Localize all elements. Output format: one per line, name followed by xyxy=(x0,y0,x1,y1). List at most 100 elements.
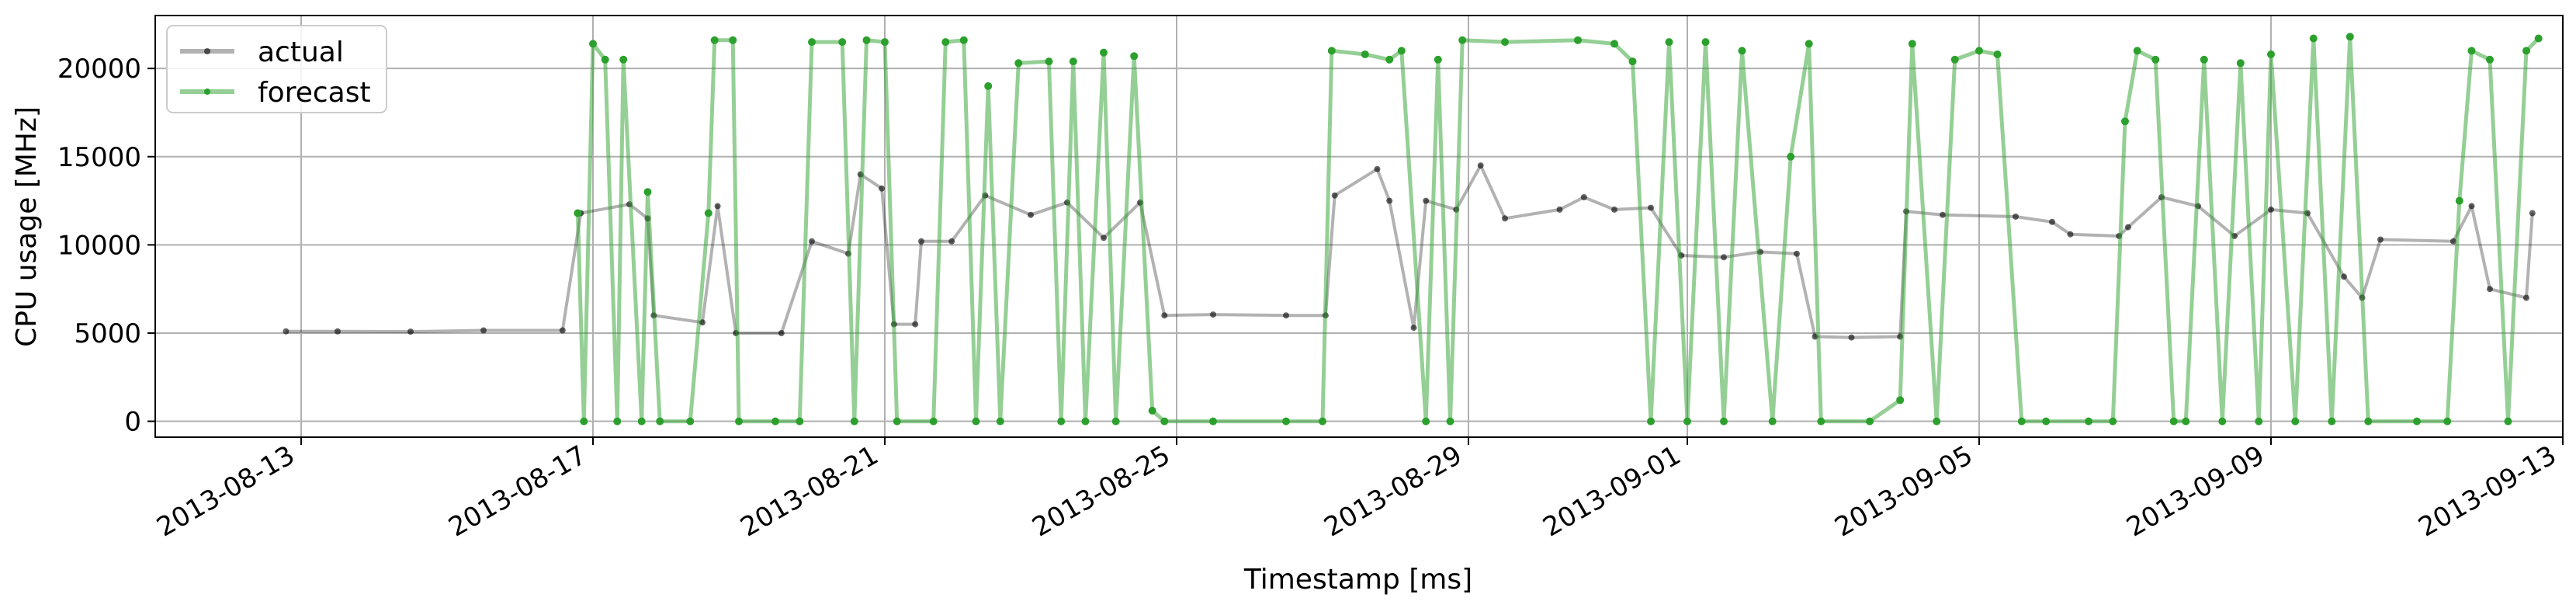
y-axis: 0 5000 10000 15000 20000 xyxy=(57,54,155,438)
data-point-actual xyxy=(948,238,955,245)
data-point-forecast xyxy=(2017,417,2026,426)
data-point-forecast xyxy=(2042,417,2051,426)
data-point-actual xyxy=(2450,238,2456,245)
data-point-forecast xyxy=(1738,47,1746,55)
data-point-forecast xyxy=(2467,47,2476,55)
data-point-actual xyxy=(1580,194,1587,200)
data-point-forecast xyxy=(2133,47,2141,55)
data-point-actual xyxy=(2049,218,2055,225)
data-point-forecast xyxy=(1014,59,1023,68)
data-point-forecast xyxy=(2236,59,2245,68)
data-point-actual xyxy=(1648,204,1654,211)
data-point-forecast xyxy=(1069,57,1077,66)
data-point-forecast xyxy=(1209,417,1217,426)
data-point-forecast xyxy=(2182,417,2190,426)
data-point-actual xyxy=(714,203,721,210)
data-point-actual xyxy=(2124,224,2131,231)
data-point-forecast xyxy=(729,36,737,44)
data-point-forecast xyxy=(2328,417,2336,426)
data-point-forecast xyxy=(637,417,646,426)
legend-label-actual: actual xyxy=(258,36,344,68)
data-point-forecast xyxy=(574,209,582,217)
data-point-forecast xyxy=(2267,50,2275,58)
data-point-forecast xyxy=(1081,417,1090,426)
data-point-forecast xyxy=(1701,38,1710,47)
data-point-forecast xyxy=(1993,50,2002,58)
data-point-actual xyxy=(1386,197,1393,204)
data-point-actual xyxy=(1423,197,1430,204)
data-point-forecast xyxy=(1130,52,1139,61)
data-point-forecast xyxy=(1057,417,1066,426)
data-point-actual xyxy=(1210,311,1216,318)
data-point-forecast xyxy=(1610,40,1618,48)
data-point-forecast xyxy=(972,417,980,426)
data-point-actual xyxy=(1848,334,1855,341)
plot-frame xyxy=(154,15,2564,438)
data-point-actual xyxy=(1477,162,1484,169)
data-point-forecast xyxy=(1975,47,1983,55)
data-point-forecast xyxy=(1282,417,1290,426)
data-point-forecast xyxy=(589,40,597,48)
data-point-forecast xyxy=(643,188,652,196)
data-point-actual xyxy=(809,238,815,245)
data-point-forecast xyxy=(1805,40,1813,48)
data-point-actual xyxy=(1028,211,1034,218)
data-point-actual xyxy=(1283,312,1289,319)
data-point-forecast xyxy=(601,55,609,64)
data-point-forecast xyxy=(686,417,695,426)
data-point-forecast xyxy=(2309,34,2318,43)
data-point-forecast xyxy=(2486,55,2494,64)
data-point-forecast xyxy=(1045,57,1053,66)
data-point-forecast xyxy=(808,38,816,47)
data-point-forecast xyxy=(996,417,1004,426)
plot-area xyxy=(155,16,2564,437)
legend-marker-forecast xyxy=(204,89,210,95)
data-point-forecast xyxy=(796,417,804,426)
data-point-forecast xyxy=(850,417,858,426)
data-point-forecast xyxy=(941,38,950,47)
data-point-forecast xyxy=(580,417,588,426)
data-point-forecast xyxy=(1397,47,1406,55)
data-point-forecast xyxy=(1100,48,1108,57)
data-point-forecast xyxy=(1950,55,1959,64)
data-point-forecast xyxy=(1665,38,1673,47)
data-point-forecast xyxy=(881,38,889,47)
data-point-forecast xyxy=(1434,55,1442,64)
y-tick-label: 0 xyxy=(124,407,141,438)
data-point-forecast xyxy=(704,209,712,217)
data-point-forecast xyxy=(984,82,993,90)
data-point-forecast xyxy=(2455,196,2463,205)
data-point-forecast xyxy=(2522,47,2530,55)
data-point-actual xyxy=(1556,206,1563,213)
data-point-forecast xyxy=(959,36,968,44)
data-point-actual xyxy=(2487,286,2493,293)
data-point-actual xyxy=(480,327,487,334)
data-point-forecast xyxy=(1683,417,1691,426)
data-point-forecast xyxy=(735,417,743,426)
legend: actual forecast xyxy=(166,25,387,113)
data-point-forecast xyxy=(1160,417,1169,426)
data-point-forecast xyxy=(1628,57,1637,66)
data-point-forecast xyxy=(2121,117,2129,126)
series-forecast xyxy=(574,33,2543,426)
data-point-forecast xyxy=(929,417,938,426)
data-point-actual xyxy=(879,185,886,192)
legend-marker-actual xyxy=(204,48,210,54)
data-point-forecast xyxy=(1908,40,1916,48)
data-point-actual xyxy=(778,330,785,336)
data-point-actual xyxy=(2341,273,2347,280)
data-point-forecast xyxy=(1111,417,1120,426)
data-point-forecast xyxy=(2534,34,2543,43)
data-point-forecast xyxy=(2255,417,2263,426)
data-point-actual xyxy=(1794,250,1800,257)
data-point-actual xyxy=(283,328,289,335)
y-tick-label: 15000 xyxy=(57,142,141,173)
data-point-forecast xyxy=(1647,417,1655,426)
data-point-forecast xyxy=(656,417,664,426)
data-point-forecast xyxy=(2218,417,2227,426)
data-point-forecast xyxy=(1385,55,1394,64)
data-point-forecast xyxy=(2200,55,2208,64)
data-point-forecast xyxy=(2151,55,2160,64)
data-point-actual xyxy=(1374,165,1381,172)
